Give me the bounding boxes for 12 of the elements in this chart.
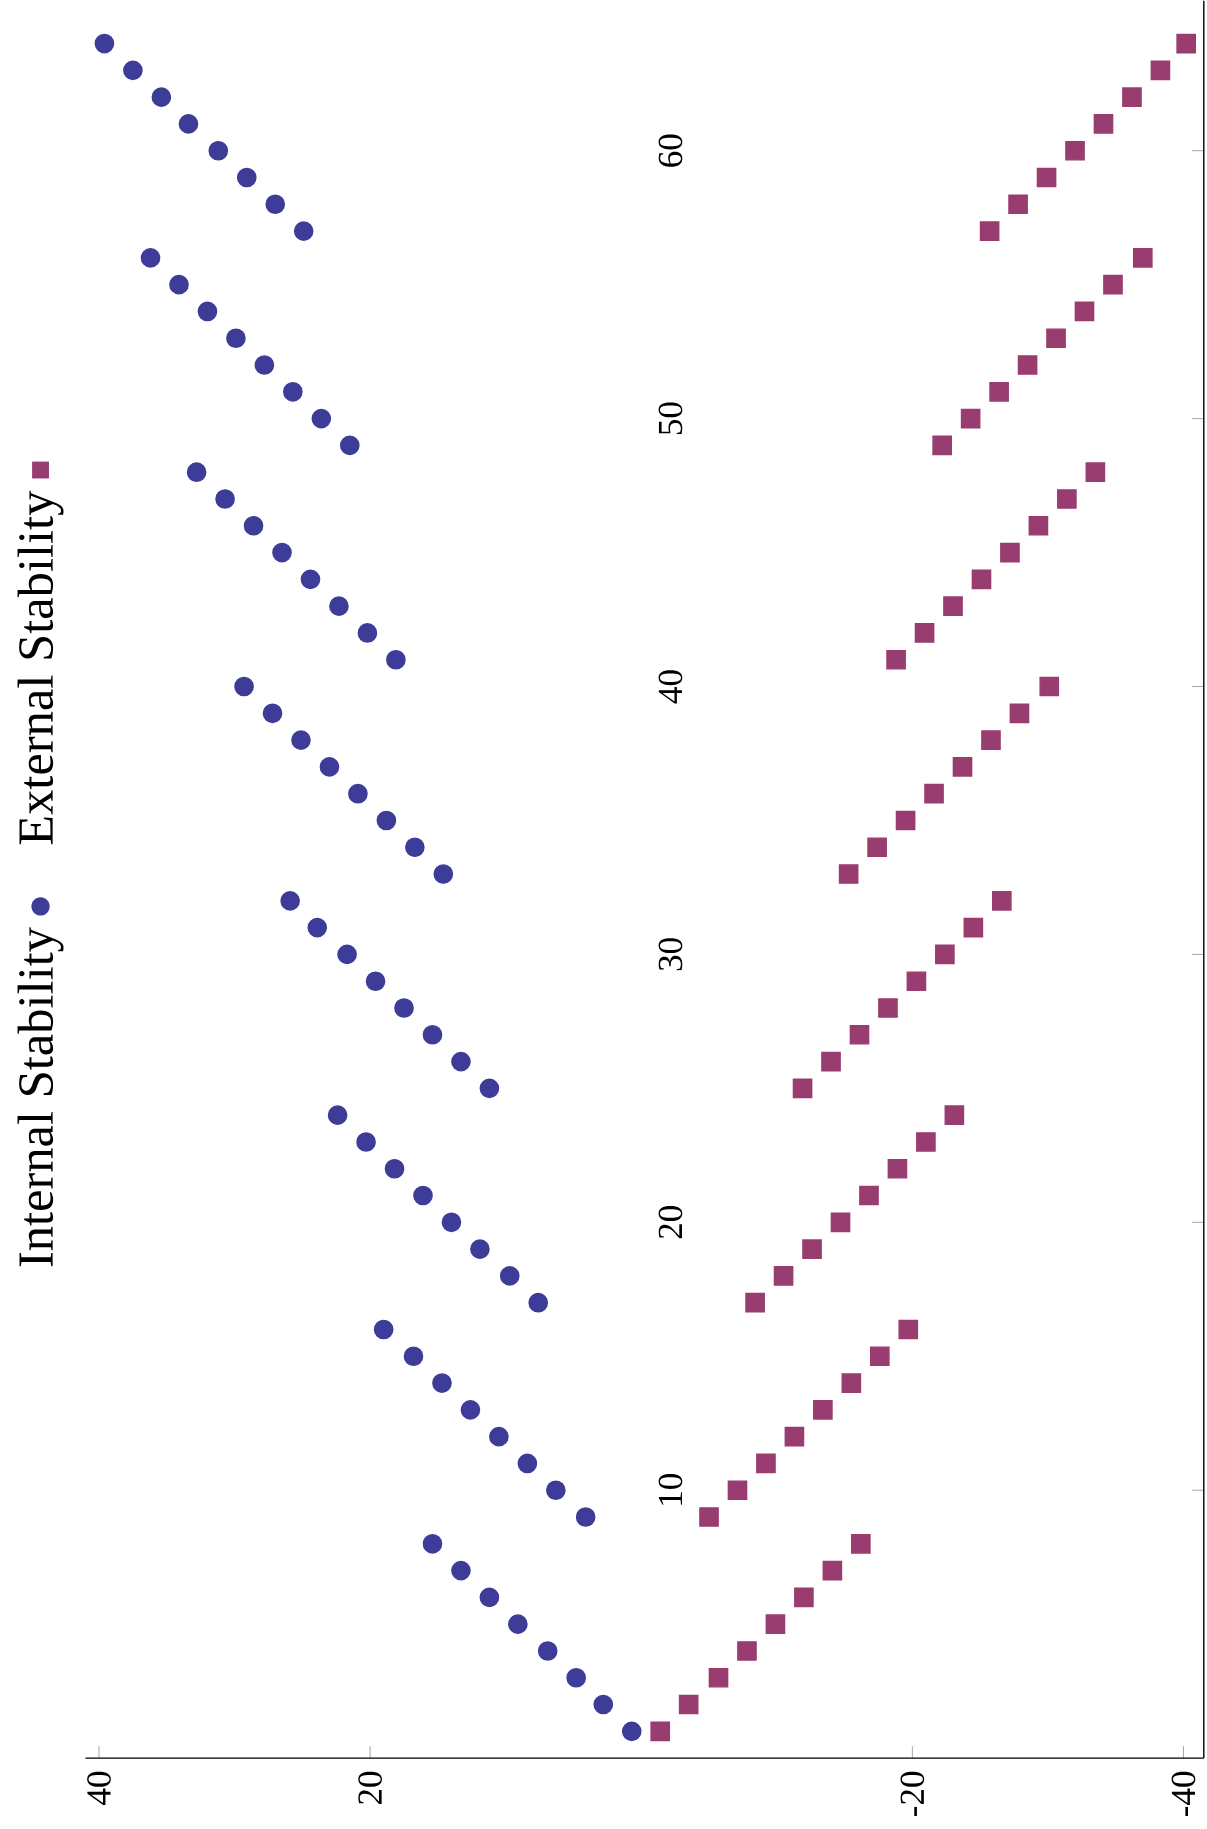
y-tick-label: 60 [658, 134, 683, 167]
y-tick-label: 30 [658, 938, 683, 971]
y-tick-label: 40 [658, 670, 683, 704]
x-tick-label: -20 [900, 1771, 925, 1816]
x-tick-label: 20 [358, 1771, 382, 1805]
legend-label: External Stability [17, 490, 64, 845]
y-tick-label: 50 [658, 402, 683, 435]
x-tick-label: -40 [1171, 1771, 1196, 1816]
x-tick-label: 40 [87, 1771, 111, 1805]
y-tick-label: 10 [658, 1473, 683, 1505]
legend-label: Internal Stability [17, 927, 64, 1267]
y-tick-label: 20 [658, 1206, 683, 1239]
